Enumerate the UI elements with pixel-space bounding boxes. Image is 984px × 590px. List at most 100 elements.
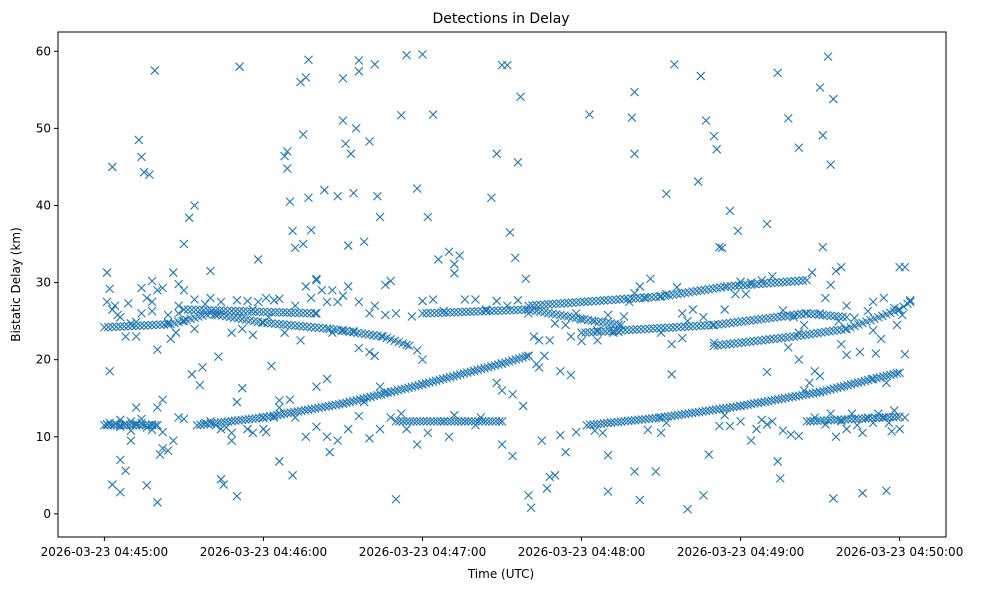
data-point xyxy=(781,311,791,321)
data-point xyxy=(497,440,507,449)
data-point xyxy=(895,368,905,378)
data-point xyxy=(821,293,830,303)
data-point xyxy=(540,351,549,361)
data-point xyxy=(832,325,842,335)
data-point xyxy=(861,414,870,423)
data-point xyxy=(395,416,404,426)
data-point xyxy=(463,416,473,426)
data-point xyxy=(352,395,362,405)
data-point xyxy=(279,409,289,419)
data-point xyxy=(641,414,650,424)
x-tick-label: 2026-03-23 04:48:00 xyxy=(518,545,645,559)
data-point xyxy=(429,416,439,426)
data-point xyxy=(115,487,125,497)
data-point xyxy=(640,324,650,334)
data-point xyxy=(815,309,825,318)
data-point xyxy=(191,305,201,315)
data-point xyxy=(756,397,766,407)
data-point xyxy=(757,314,767,324)
data-point xyxy=(211,420,221,430)
data-point xyxy=(274,294,284,304)
data-point xyxy=(763,396,773,406)
data-point xyxy=(466,367,476,377)
data-point xyxy=(805,416,815,426)
data-point xyxy=(290,321,300,331)
data-point xyxy=(370,59,380,69)
data-point xyxy=(415,416,425,426)
data-point xyxy=(184,213,194,223)
data-point xyxy=(829,384,839,394)
data-point xyxy=(231,306,240,316)
data-point xyxy=(312,275,321,285)
data-point xyxy=(131,317,141,327)
data-point xyxy=(810,413,820,422)
data-point xyxy=(809,329,818,339)
data-point xyxy=(729,318,739,327)
data-point xyxy=(887,426,897,436)
data-point xyxy=(126,416,136,426)
data-point xyxy=(799,386,809,395)
data-point xyxy=(366,392,375,402)
data-point xyxy=(153,345,162,355)
data-point xyxy=(398,416,408,426)
data-point xyxy=(99,420,109,430)
data-point xyxy=(534,336,544,345)
data-point xyxy=(720,305,730,314)
data-point xyxy=(794,276,804,286)
data-point xyxy=(317,402,327,412)
data-point xyxy=(608,326,618,336)
data-point xyxy=(322,297,332,307)
data-point xyxy=(793,310,802,319)
data-point xyxy=(818,242,828,252)
data-point xyxy=(579,297,589,307)
data-point xyxy=(780,393,790,403)
data-point xyxy=(337,326,347,335)
data-point xyxy=(341,139,350,149)
data-point xyxy=(471,420,480,430)
data-point xyxy=(767,272,777,281)
data-point xyxy=(137,309,146,318)
data-point xyxy=(158,443,168,453)
data-point xyxy=(497,386,507,395)
data-point xyxy=(721,340,731,349)
data-point xyxy=(627,416,637,425)
data-point xyxy=(517,305,527,315)
data-point xyxy=(550,319,560,328)
data-point xyxy=(508,451,517,461)
data-point xyxy=(668,322,678,332)
data-point xyxy=(696,321,706,331)
data-point xyxy=(261,293,271,303)
data-point xyxy=(847,409,857,419)
data-point xyxy=(879,293,889,303)
data-point xyxy=(227,436,237,446)
data-point xyxy=(393,385,403,395)
data-point xyxy=(881,486,891,496)
data-point xyxy=(431,376,441,386)
data-point xyxy=(762,367,772,377)
data-point xyxy=(283,408,292,418)
data-point xyxy=(807,268,817,277)
data-point xyxy=(179,316,189,326)
data-point xyxy=(603,310,613,320)
data-point xyxy=(852,420,862,430)
x-tick-label: 2026-03-23 04:45:00 xyxy=(41,545,168,559)
data-point xyxy=(709,341,719,351)
data-point xyxy=(103,322,113,332)
data-point xyxy=(730,289,740,299)
data-point xyxy=(821,420,830,429)
data-point xyxy=(521,274,531,284)
data-point xyxy=(683,504,692,514)
data-point xyxy=(830,415,839,425)
data-point xyxy=(513,295,523,305)
data-point xyxy=(404,341,414,351)
data-point xyxy=(365,137,374,146)
data-point xyxy=(487,361,496,371)
data-point xyxy=(510,253,520,263)
data-point xyxy=(462,368,472,378)
data-point xyxy=(794,328,804,338)
data-point xyxy=(518,353,528,362)
data-point xyxy=(815,83,825,92)
data-point xyxy=(769,334,779,344)
data-point xyxy=(494,416,504,426)
